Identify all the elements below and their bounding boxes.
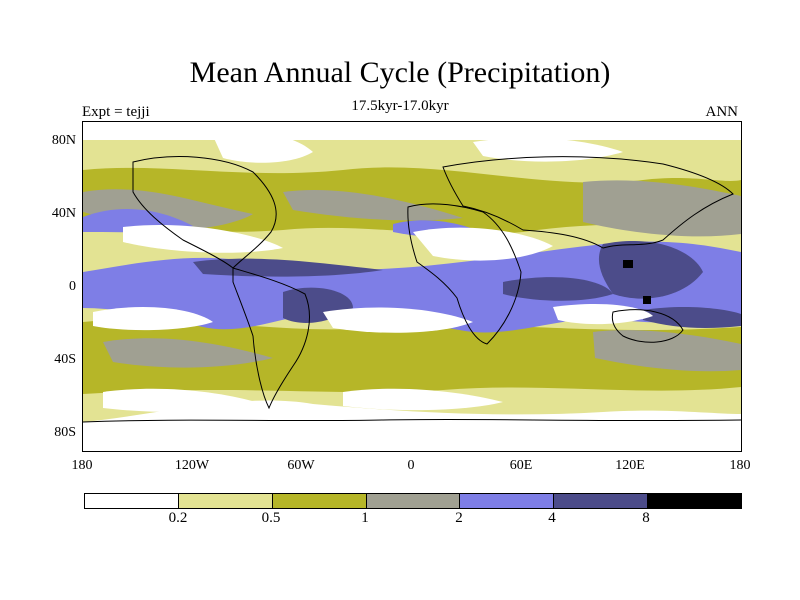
lat-label-40n: 40N — [51, 206, 76, 221]
colorbar-swatch-5 — [554, 494, 649, 508]
colorbar-swatch-0 — [85, 494, 179, 508]
colorbar-label-0: 0.2 — [168, 510, 188, 526]
season-label: ANN — [705, 104, 739, 120]
colorbar-label-3: 2 — [455, 510, 463, 526]
colorbar-label-5: 8 — [642, 510, 650, 526]
colorbar-label-4: 4 — [548, 510, 556, 526]
experiment-label: Expt = tejji — [82, 104, 150, 120]
lon-label-180w: 180 — [71, 458, 93, 473]
colorbar-swatch-1 — [178, 494, 273, 508]
lon-label-60w: 60W — [287, 458, 315, 473]
lon-label-180e: 180 — [729, 458, 751, 473]
lat-label-40s: 40S — [54, 352, 76, 367]
colorbar-label-1: 0.5 — [261, 510, 281, 526]
colorbar-swatch-3 — [366, 494, 461, 508]
lon-label-120e: 120E — [615, 458, 645, 473]
colorbar-label-2: 1 — [361, 510, 369, 526]
colorbar-swatch-4 — [460, 494, 555, 508]
lon-label-60e: 60E — [509, 458, 533, 473]
colorbar-swatch-2 — [272, 494, 367, 508]
colorbar — [84, 493, 742, 509]
lat-label-80s: 80S — [54, 425, 76, 440]
plot-title: Mean Annual Cycle (Precipitation) — [189, 56, 611, 89]
plot-subtitle: 17.5kyr-17.0kyr — [351, 98, 449, 114]
lat-label-80n: 80N — [51, 133, 76, 148]
lon-label-120w: 120W — [174, 458, 210, 473]
lon-label-0: 0 — [407, 458, 415, 473]
colorbar-swatch-6 — [648, 494, 742, 508]
precipitation-map — [82, 121, 742, 452]
lat-label-0: 0 — [69, 279, 76, 294]
